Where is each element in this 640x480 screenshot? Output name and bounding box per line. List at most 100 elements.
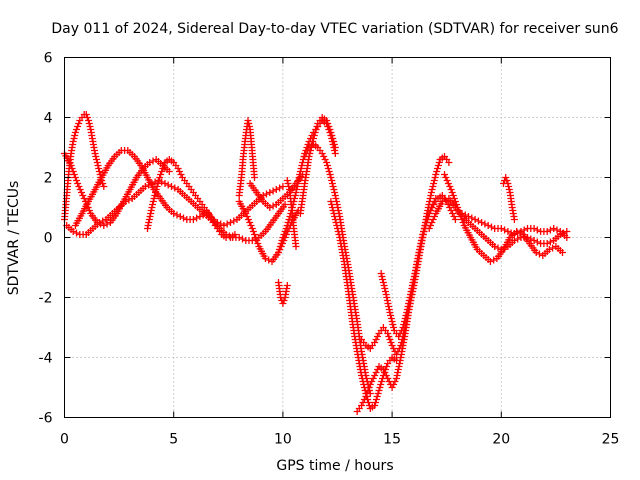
data-point <box>326 126 334 133</box>
data-point <box>272 186 280 193</box>
data-point <box>442 196 450 204</box>
data-point <box>387 315 395 322</box>
data-point <box>283 222 291 229</box>
data-point <box>99 180 107 187</box>
data-point <box>230 217 238 225</box>
data-point <box>281 201 289 208</box>
data-point <box>325 123 333 130</box>
data-point <box>75 183 83 190</box>
data-point <box>372 369 380 376</box>
data-point <box>176 168 183 175</box>
data-point <box>419 234 427 241</box>
data-point <box>196 213 204 220</box>
data-point <box>158 168 166 175</box>
data-point <box>459 219 467 226</box>
data-point <box>520 226 528 234</box>
y-axis-label: SDTVAR / TECUs <box>6 181 22 296</box>
data-point <box>432 171 440 178</box>
data-point <box>91 150 99 157</box>
x-tick-labels: 0 5 10 15 20 25 <box>60 432 619 448</box>
data-point <box>69 228 77 235</box>
data-point <box>73 229 80 237</box>
data-point <box>330 210 338 217</box>
data-point <box>70 135 78 142</box>
data-point <box>168 183 175 190</box>
data-point <box>92 153 100 160</box>
data-point <box>425 225 433 232</box>
data-point <box>244 117 252 124</box>
data-point <box>395 345 403 352</box>
data-point <box>193 214 201 222</box>
data-point <box>442 174 450 181</box>
data-point <box>321 156 329 163</box>
data-point <box>417 243 424 250</box>
data-point <box>517 228 525 235</box>
data-point <box>427 207 435 214</box>
data-point <box>170 210 178 217</box>
data-point <box>390 324 398 331</box>
data-point <box>447 186 455 193</box>
data-point <box>458 216 466 223</box>
data-point <box>425 210 433 217</box>
data-point <box>171 184 179 192</box>
data-point <box>371 372 379 379</box>
data-point <box>275 246 283 253</box>
data-point <box>152 186 160 193</box>
data-point <box>398 327 406 334</box>
data-point <box>486 258 494 265</box>
data-point <box>474 217 482 225</box>
data-point <box>148 204 156 211</box>
data-point <box>284 180 292 187</box>
data-point <box>384 330 392 337</box>
data-point <box>280 231 288 238</box>
data-point <box>279 300 287 307</box>
data-point <box>85 207 93 214</box>
data-point <box>563 234 571 241</box>
data-point <box>296 171 304 178</box>
data-point <box>283 177 291 184</box>
data-point <box>455 207 463 214</box>
data-point <box>468 214 476 222</box>
data-point <box>563 228 571 235</box>
data-point <box>251 231 258 238</box>
data-points <box>61 111 571 415</box>
data-point <box>388 384 396 391</box>
data-point <box>164 181 172 189</box>
data-point <box>368 378 376 385</box>
data-point <box>152 189 159 196</box>
data-point <box>450 195 458 202</box>
data-point <box>428 204 436 211</box>
data-point <box>453 201 460 208</box>
data-point <box>278 237 286 244</box>
x-tick-label: 10 <box>274 432 292 448</box>
data-point <box>329 207 337 214</box>
data-point <box>441 171 448 178</box>
data-point <box>277 240 285 247</box>
data-point <box>488 223 495 231</box>
data-point <box>444 201 452 208</box>
data-point <box>374 366 381 373</box>
data-point <box>407 288 415 295</box>
data-point <box>83 114 91 121</box>
data-point <box>393 351 400 358</box>
y-tick-labels: -6 -4 -2 0 2 4 6 <box>39 51 53 427</box>
data-point <box>309 138 317 145</box>
data-point <box>449 192 457 199</box>
data-point <box>222 231 230 238</box>
data-point <box>427 189 435 196</box>
data-point <box>403 309 411 316</box>
data-point <box>239 235 246 243</box>
data-point <box>420 228 428 235</box>
data-point <box>242 210 250 217</box>
data-point <box>514 235 522 243</box>
data-point <box>369 375 377 382</box>
x-tick-label: 5 <box>169 432 178 448</box>
data-point <box>379 279 387 286</box>
data-point <box>85 120 93 127</box>
data-point <box>504 228 512 235</box>
data-point <box>443 177 451 184</box>
data-point <box>481 220 489 228</box>
data-point <box>372 336 380 343</box>
data-point <box>398 336 406 343</box>
